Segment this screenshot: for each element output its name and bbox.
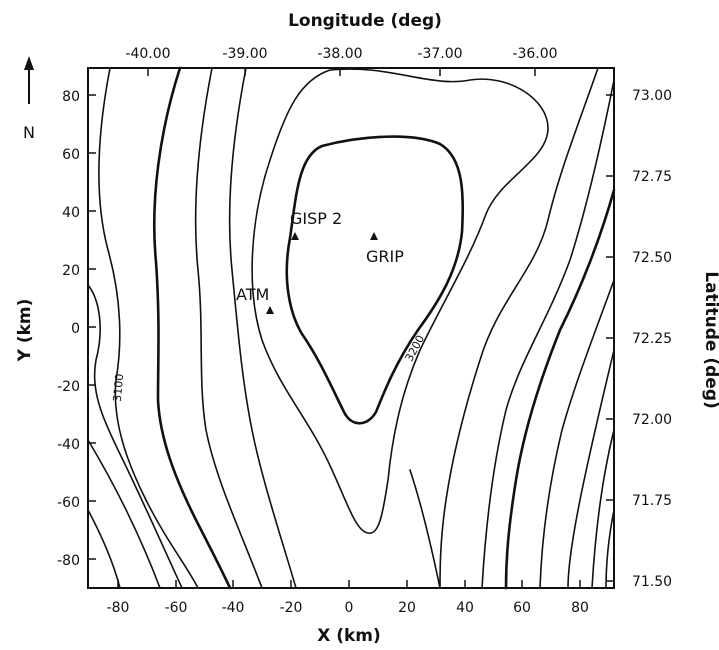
top-tick-labels: -40.00 -39.00 -38.00 -37.00 -36.00: [125, 46, 557, 62]
right-axis-title: Latitude (deg): [701, 271, 719, 409]
left-tick-label: 80: [62, 89, 80, 105]
right-tick-label: 73.00: [632, 88, 672, 104]
north-arrow: N: [23, 56, 35, 142]
right-tick-label: 72.75: [632, 169, 672, 185]
bottom-tick-label: -40: [222, 600, 245, 616]
bottom-tick-label: -20: [280, 600, 303, 616]
left-tick-label: -40: [57, 437, 80, 453]
bottom-tick-label: -80: [107, 600, 130, 616]
bottom-tick-label: 80: [571, 600, 589, 616]
site-grip: GRIP: [366, 232, 404, 266]
left-tick-label: 60: [62, 147, 80, 163]
top-tick-label: -40.00: [125, 46, 170, 62]
left-tick-label: -20: [57, 379, 80, 395]
right-tick-label: 72.50: [632, 250, 672, 266]
left-tick-labels: 80 60 40 20 0 -20 -40 -60 -80: [57, 89, 80, 569]
contour-line: [591, 429, 615, 589]
contour-line: [228, 67, 297, 589]
contour-label: 3100: [111, 373, 126, 402]
contour-line: [539, 279, 615, 589]
left-tick-label: 20: [62, 263, 80, 279]
contour-line: [605, 509, 615, 589]
site-gisp2: GISP 2: [290, 209, 342, 240]
contour-line: [87, 439, 161, 589]
left-axis-title: Y (km): [15, 299, 35, 363]
contour-line: [152, 66, 232, 590]
site-label: GISP 2: [290, 209, 342, 228]
bottom-axis-title: X (km): [317, 626, 381, 646]
north-label: N: [23, 123, 35, 142]
left-tick-label: 40: [62, 205, 80, 221]
contour-line: [98, 67, 199, 589]
contour-line: [251, 68, 549, 534]
bottom-tick-label: 0: [345, 600, 354, 616]
contour-line: [504, 188, 616, 590]
bottom-tick-label: 20: [398, 600, 416, 616]
bottom-tick-labels: -80 -60 -40 -20 0 20 40 60 80: [107, 600, 589, 616]
north-arrow-icon: [24, 56, 34, 70]
top-axis-title: Longitude (deg): [288, 11, 442, 31]
top-tick-label: -39.00: [222, 46, 267, 62]
frame-ticks: [88, 68, 614, 588]
contour-line: [439, 67, 599, 589]
bottom-tick-label: -60: [165, 600, 188, 616]
site-label: ATM: [236, 285, 269, 304]
triangle-marker-icon: [370, 232, 378, 240]
right-tick-label: 71.50: [632, 574, 672, 590]
contour-line: [567, 349, 615, 589]
bottom-tick-label: 40: [456, 600, 474, 616]
right-tick-label: 72.25: [632, 331, 672, 347]
top-tick-label: -38.00: [317, 46, 362, 62]
triangle-marker-icon: [266, 306, 274, 314]
contour-line: [87, 509, 121, 589]
site-atm: ATM: [236, 285, 274, 314]
bottom-tick-label: 60: [513, 600, 531, 616]
contour-line: [409, 469, 441, 589]
right-tick-labels: 73.00 72.75 72.50 72.25 72.00 71.75 71.5…: [632, 88, 672, 590]
contour-line: [194, 67, 263, 589]
contour-line: [87, 284, 183, 589]
top-tick-label: -36.00: [512, 46, 557, 62]
right-tick-label: 71.75: [632, 493, 672, 509]
left-tick-label: -80: [57, 553, 80, 569]
left-tick-label: -60: [57, 495, 80, 511]
left-tick-label: 0: [71, 321, 80, 337]
triangle-marker-icon: [291, 232, 299, 240]
contour-line: [285, 135, 465, 425]
contour-lines: [87, 66, 616, 590]
right-tick-label: 72.00: [632, 412, 672, 428]
map-frame: [87, 67, 615, 589]
site-label: GRIP: [366, 247, 404, 266]
top-tick-label: -37.00: [417, 46, 462, 62]
contour-line: [481, 79, 615, 589]
